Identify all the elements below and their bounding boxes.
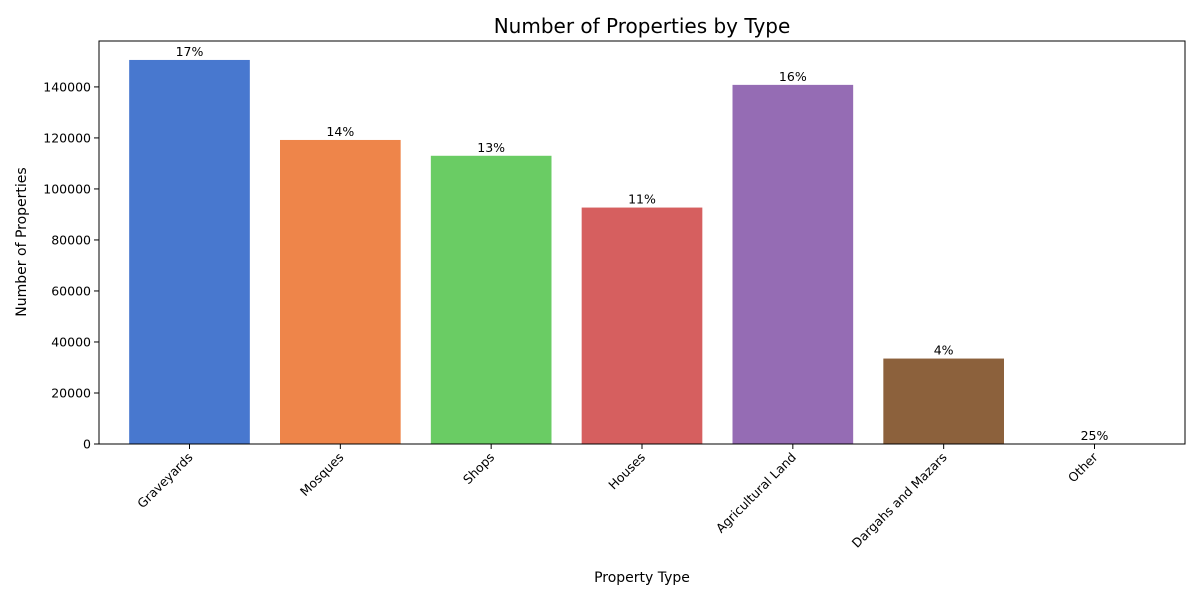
- y-tick-label: 40000: [51, 334, 91, 349]
- y-tick-label: 140000: [43, 79, 91, 94]
- bar-houses: [581, 207, 703, 444]
- y-axis-label: Number of Properties: [14, 167, 30, 316]
- data-label: 14%: [326, 124, 354, 139]
- bar-graveyards: [129, 59, 250, 444]
- y-tick-label: 100000: [43, 181, 91, 196]
- bar-shops: [430, 155, 552, 444]
- bar-mosques: [280, 139, 401, 445]
- data-label: 25%: [1081, 428, 1109, 443]
- y-axis: 0 20000 40000 60000 80000 100000 120000 140000: [43, 79, 99, 452]
- y-tick-label: 0: [83, 437, 91, 452]
- data-label: 16%: [779, 69, 807, 84]
- x-tick-label: Mosques: [297, 450, 347, 500]
- x-tick-label: Agricultural Land: [713, 450, 799, 536]
- x-axis: Graveyards Mosques Shops Houses Agricultural…: [134, 444, 1101, 551]
- x-tick-label: Other: [1065, 449, 1101, 485]
- chart-title: Number of Properties by Type: [494, 14, 791, 38]
- plot-frame: [98, 40, 1186, 445]
- bar-agricultural-land: [732, 84, 854, 445]
- data-label: 13%: [477, 140, 505, 155]
- x-tick-label: Houses: [605, 450, 648, 493]
- x-tick-label: Graveyards: [134, 450, 196, 512]
- data-label: 11%: [628, 192, 656, 207]
- data-label: 4%: [934, 343, 954, 358]
- x-tick-label: Dargahs and Mazars: [849, 450, 950, 551]
- x-axis-label: Property Type: [594, 570, 690, 586]
- y-tick-label: 120000: [43, 130, 91, 145]
- y-tick-label: 20000: [51, 385, 91, 400]
- y-tick-label: 60000: [51, 283, 91, 298]
- bar-dargahs-and-mazars: [883, 358, 1004, 444]
- x-tick-label: Shops: [460, 450, 497, 487]
- bars-group: [129, 59, 1004, 445]
- y-tick-label: 80000: [51, 232, 91, 247]
- data-labels-group: 17% 14% 13% 11% 16% 4% 25%: [176, 44, 1109, 443]
- data-label: 17%: [176, 44, 204, 59]
